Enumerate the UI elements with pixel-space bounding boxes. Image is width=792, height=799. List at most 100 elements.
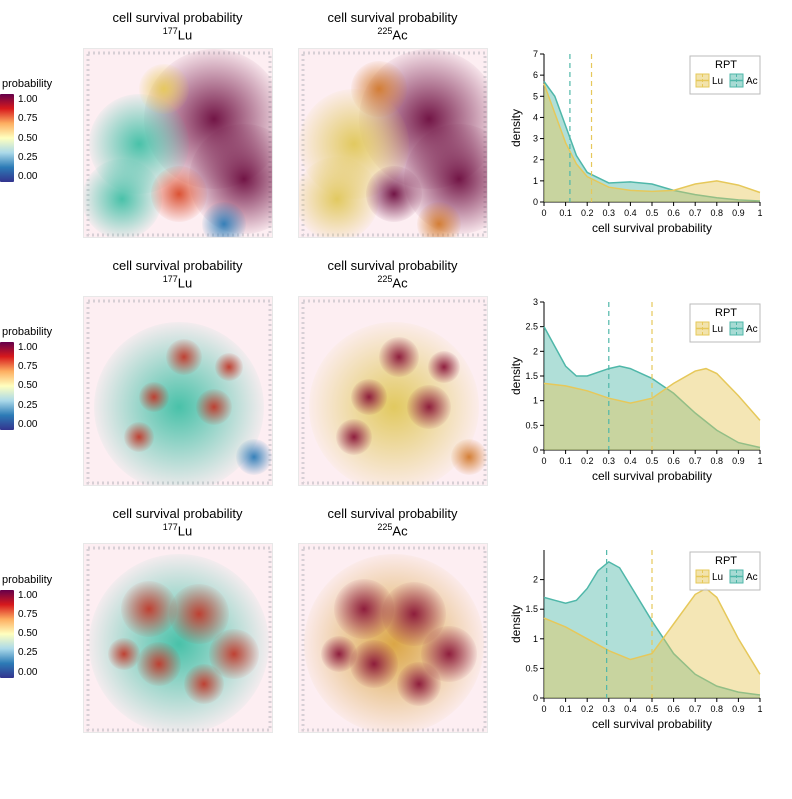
colorbar-3: probability 1.000.750.500.250.00	[0, 570, 70, 678]
colorbar-title: probability	[0, 78, 52, 90]
svg-text:0.6: 0.6	[667, 208, 680, 218]
colorbar-ticks-2: 1.00 0.75 0.50 0.25 0.00	[18, 342, 37, 430]
svg-text:0.5: 0.5	[646, 704, 659, 714]
svg-text:3: 3	[533, 297, 538, 307]
row-2: probability 1.00 0.75 0.50 0.25 0.00 cell su…	[0, 238, 792, 486]
svg-text:0.3: 0.3	[603, 704, 616, 714]
svg-text:Lu: Lu	[712, 572, 723, 583]
svg-text:0.1: 0.1	[559, 704, 572, 714]
svg-text:0: 0	[541, 208, 546, 218]
heatmap-title-lu: cell survival probability 177Lu	[112, 10, 242, 44]
svg-text:0: 0	[533, 693, 538, 703]
svg-text:7: 7	[533, 49, 538, 59]
colorbar-tick: 0.75	[18, 361, 37, 372]
svg-text:RPT: RPT	[715, 555, 737, 567]
svg-text:1: 1	[533, 395, 538, 405]
density-1: 00.10.20.30.40.50.60.70.80.9101234567den…	[500, 10, 775, 236]
density-svg: 00.10.20.30.40.50.60.70.80.9100.511.522.…	[508, 294, 768, 484]
svg-text:2: 2	[533, 574, 538, 584]
row-3: probability 1.000.750.500.250.00 cell su…	[0, 486, 792, 734]
svg-text:1: 1	[757, 456, 762, 466]
svg-text:0.4: 0.4	[624, 208, 637, 218]
svg-text:0.6: 0.6	[667, 456, 680, 466]
colorbar-tick: 0.25	[18, 152, 37, 163]
heatmap-canvas-ac-2	[298, 296, 488, 486]
colorbar-tick: 0.00	[18, 171, 37, 182]
svg-text:0.8: 0.8	[711, 456, 724, 466]
svg-text:1.5: 1.5	[525, 604, 538, 614]
heatmap-title-lu: cell survival probability 177Lu	[112, 258, 242, 292]
svg-text:4: 4	[533, 112, 538, 122]
svg-text:0.1: 0.1	[559, 456, 572, 466]
colorbar-title: probability	[0, 574, 52, 586]
svg-text:0.5: 0.5	[525, 420, 538, 430]
svg-text:2.5: 2.5	[525, 321, 538, 331]
svg-text:Lu: Lu	[712, 76, 723, 87]
colorbar-tick: 0.50	[18, 380, 37, 391]
svg-text:Ac: Ac	[746, 324, 758, 335]
svg-text:0.2: 0.2	[581, 704, 594, 714]
density-svg: 00.10.20.30.40.50.60.70.80.9101234567den…	[508, 46, 768, 236]
colorbar-tick: 1.00	[18, 342, 37, 353]
svg-text:1: 1	[757, 208, 762, 218]
figure-grid: probability 1.000.750.500.250.00 cell su…	[0, 0, 792, 733]
colorbar-title: probability	[0, 326, 52, 338]
svg-text:RPT: RPT	[715, 59, 737, 71]
svg-text:cell survival probability: cell survival probability	[592, 469, 712, 483]
svg-text:0.2: 0.2	[581, 456, 594, 466]
colorbar-ticks-3: 1.000.750.500.250.00	[18, 590, 37, 678]
density-plot: 00.10.20.30.40.50.60.70.80.9100.511.522.…	[508, 294, 768, 484]
svg-text:0: 0	[541, 704, 546, 714]
heatmap-title-ac: cell survival probability 225Ac	[327, 258, 457, 292]
svg-text:density: density	[509, 605, 523, 643]
svg-text:cell survival probability: cell survival probability	[592, 717, 712, 731]
svg-text:0.1: 0.1	[559, 208, 572, 218]
colorbar-tick: 0.75	[18, 113, 37, 124]
svg-text:0.5: 0.5	[646, 456, 659, 466]
svg-text:0.7: 0.7	[689, 208, 702, 218]
heatmap-lu-3: cell survival probability 177Lu	[70, 506, 285, 734]
heatmap-canvas-ac-1	[298, 48, 488, 238]
density-plot: 00.10.20.30.40.50.60.70.80.9100.511.52de…	[508, 542, 768, 732]
svg-text:0.9: 0.9	[732, 704, 745, 714]
svg-text:0.4: 0.4	[624, 456, 637, 466]
colorbar-ticks-1: 1.00 0.75 0.50 0.25 0.00	[18, 94, 37, 182]
colorbar-gradient	[0, 342, 14, 430]
heatmap-canvas-ac-3	[298, 543, 488, 733]
svg-text:Ac: Ac	[746, 76, 758, 87]
density-2: 00.10.20.30.40.50.60.70.80.9100.511.522.…	[500, 258, 775, 484]
colorbar-tick: 0.00	[18, 419, 37, 430]
density-plot: 00.10.20.30.40.50.60.70.80.9101234567den…	[508, 46, 768, 236]
svg-text:0.5: 0.5	[646, 208, 659, 218]
svg-text:0.3: 0.3	[603, 456, 616, 466]
svg-text:0.7: 0.7	[689, 456, 702, 466]
colorbar-tick: 0.25	[18, 647, 37, 658]
svg-text:density: density	[509, 357, 523, 395]
svg-text:density: density	[509, 109, 523, 147]
colorbar-tick: 0.50	[18, 628, 37, 639]
colorbar-tick: 1.00	[18, 94, 37, 105]
svg-text:2: 2	[533, 346, 538, 356]
heatmap-title-ac: cell survival probability 225Ac	[327, 506, 457, 540]
svg-text:cell survival probability: cell survival probability	[592, 221, 712, 235]
colorbar-gradient	[0, 94, 14, 182]
svg-text:RPT: RPT	[715, 307, 737, 319]
svg-text:0.5: 0.5	[525, 663, 538, 673]
svg-text:0.8: 0.8	[711, 208, 724, 218]
colorbar-tick: 0.50	[18, 133, 37, 144]
svg-text:1: 1	[533, 176, 538, 186]
colorbar-tick: 0.25	[18, 400, 37, 411]
svg-text:5: 5	[533, 91, 538, 101]
colorbar-gradient	[0, 590, 14, 678]
heatmap-canvas-lu-1	[83, 48, 273, 238]
row-1: probability 1.000.750.500.250.00 cell su…	[0, 0, 792, 238]
heatmap-ac-2: cell survival probability 225Ac	[285, 258, 500, 486]
svg-text:0.8: 0.8	[711, 704, 724, 714]
colorbar-2: probability 1.00 0.75 0.50 0.25 0.00	[0, 322, 70, 430]
svg-text:0: 0	[533, 197, 538, 207]
heatmap-canvas-lu-2	[83, 296, 273, 486]
svg-text:0.4: 0.4	[624, 704, 637, 714]
density-3: 00.10.20.30.40.50.60.70.80.9100.511.52de…	[500, 506, 775, 732]
svg-text:Ac: Ac	[746, 572, 758, 583]
colorbar-tick: 1.00	[18, 590, 37, 601]
